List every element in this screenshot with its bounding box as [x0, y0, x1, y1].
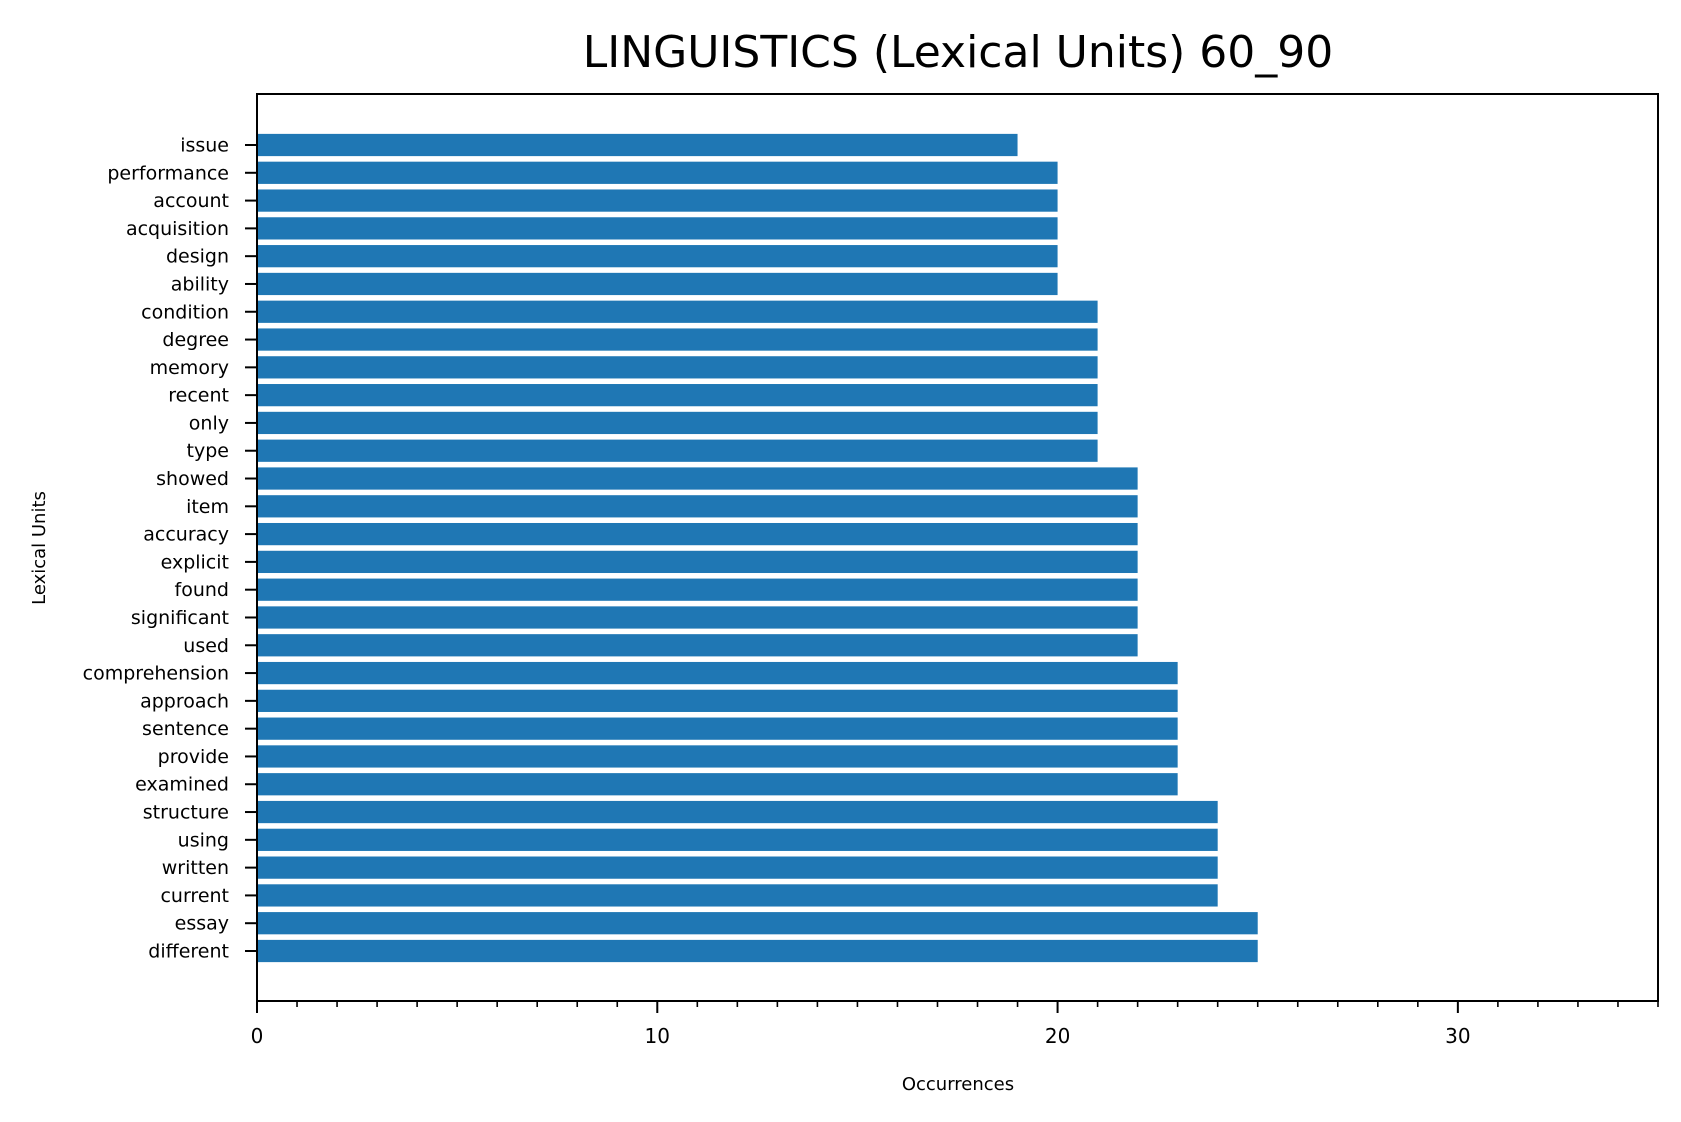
bar-performance [257, 161, 1058, 184]
y-tick-label: provide [158, 746, 229, 768]
bar-degree [257, 328, 1098, 351]
x-axis: 0 10 20 30 [251, 1001, 1659, 1048]
y-tick-label: condition [141, 301, 229, 323]
bars-group [257, 133, 1258, 963]
bar-account [257, 189, 1058, 212]
bar-current [257, 884, 1218, 907]
y-tick-label: explicit [161, 551, 229, 573]
bar-design [257, 245, 1058, 268]
y-tick-label: recent [168, 385, 229, 407]
chart-title: LINGUISTICS (Lexical Units) 60_90 [583, 27, 1334, 78]
y-tick-label: sentence [142, 718, 229, 740]
y-tick-label: used [183, 635, 229, 657]
y-axis-label: Lexical Units [29, 491, 50, 605]
y-tick-label: item [186, 496, 229, 518]
y-tick-label: account [153, 190, 229, 212]
bar-structure [257, 800, 1218, 824]
x-tick-label: 20 [1045, 1024, 1070, 1048]
y-tick-label: different [148, 941, 229, 963]
bar-essay [257, 912, 1258, 935]
bar-acquisition [257, 217, 1058, 240]
bar-written [257, 856, 1218, 879]
bar-condition [257, 300, 1098, 323]
bar-ability [257, 272, 1058, 296]
bar-issue [257, 133, 1018, 157]
y-tick-label: showed [156, 468, 229, 490]
bar-explicit [257, 550, 1138, 574]
x-tick-label: 30 [1445, 1024, 1470, 1048]
y-tick-label: essay [175, 913, 229, 935]
bar-memory [257, 356, 1098, 379]
y-tick-label: accuracy [143, 524, 229, 546]
y-tick-label: type [187, 440, 229, 462]
y-tick-label: using [178, 829, 229, 851]
bar-type [257, 439, 1098, 462]
y-tick-label: performance [107, 162, 229, 184]
bar-item [257, 495, 1138, 518]
x-axis-label: Occurrences [902, 1074, 1014, 1095]
bar-sentence [257, 717, 1178, 740]
bar-significant [257, 606, 1138, 629]
y-tick-label: examined [135, 774, 229, 796]
bar-provide [257, 745, 1178, 768]
y-tick-label: structure [143, 802, 229, 824]
bar-different [257, 939, 1258, 963]
bar-examined [257, 773, 1178, 796]
bar-accuracy [257, 522, 1138, 546]
y-tick-label: written [162, 857, 229, 879]
y-tick-label: acquisition [126, 218, 229, 240]
bar-found [257, 578, 1138, 601]
y-tick-label: issue [180, 135, 229, 157]
y-axis: issue performance account acquisition design… [83, 135, 257, 963]
y-tick-label: degree [162, 329, 229, 351]
y-tick-label: design [166, 246, 229, 268]
y-tick-label: approach [140, 690, 229, 712]
bar-recent [257, 384, 1098, 407]
x-tick-label: 0 [251, 1024, 264, 1048]
y-tick-label: significant [131, 607, 229, 629]
y-tick-label: memory [150, 357, 229, 379]
y-tick-label: ability [171, 273, 229, 295]
y-tick-label: only [189, 412, 229, 434]
bar-showed [257, 467, 1138, 490]
y-tick-label: current [160, 885, 229, 907]
bar-approach [257, 689, 1178, 712]
bar-only [257, 411, 1098, 435]
plot-frame [256, 93, 1659, 1002]
x-tick-label: 10 [645, 1024, 670, 1048]
y-tick-label: comprehension [83, 663, 229, 685]
y-tick-label: found [175, 579, 229, 601]
bar-using [257, 828, 1218, 851]
bar-used [257, 634, 1138, 657]
bar-comprehension [257, 661, 1178, 685]
